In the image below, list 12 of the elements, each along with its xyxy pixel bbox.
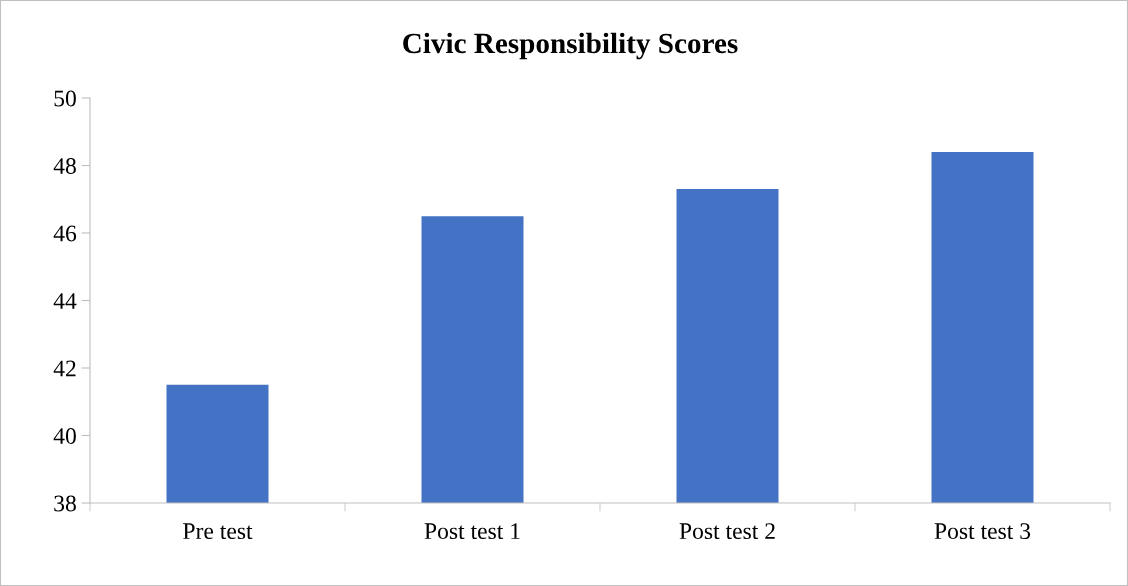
y-tick-label: 40 [53,427,76,444]
y-tick-label: 48 [53,157,76,174]
y-tick-label: 46 [53,225,77,242]
y-tick-label: 42 [53,360,76,377]
y-tick-label: 44 [53,293,77,309]
x-tick-label: Pre test [183,523,253,540]
x-tick-label: Post test 2 [679,523,775,540]
y-tick-label: 50 [54,90,76,107]
x-tick-label: Post test 3 [934,523,1031,540]
x-tick-label: Post test 1 [424,523,520,540]
chart-title: Civic Responsibility Scores [403,32,738,60]
y-tick-label: 38 [54,495,76,512]
